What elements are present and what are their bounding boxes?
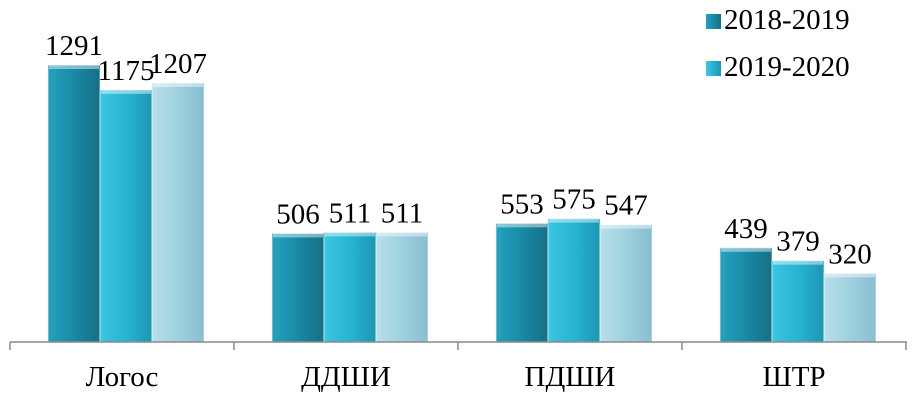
- data-label: 547: [604, 190, 648, 222]
- data-label: 553: [500, 188, 544, 220]
- legend: 2018-2019 2019-2020: [706, 4, 850, 83]
- bar-top-highlight: [153, 83, 203, 88]
- bar-top-highlight: [377, 232, 427, 237]
- data-label: 1291: [45, 30, 103, 62]
- bar: [47, 64, 101, 343]
- bar: [99, 89, 153, 343]
- data-label: 511: [329, 197, 371, 229]
- legend-swatch: [706, 14, 721, 29]
- category-label: Логос: [86, 361, 159, 393]
- bar-top-highlight: [601, 224, 651, 229]
- bar-top-highlight: [497, 223, 547, 228]
- data-label: 439: [724, 213, 768, 245]
- bar: [495, 222, 549, 343]
- bar: [151, 82, 205, 343]
- bar-top-highlight: [825, 273, 875, 278]
- bar: [271, 232, 325, 343]
- bar-top-highlight: [773, 260, 823, 265]
- bar-top-highlight: [549, 218, 599, 223]
- legend-label: 2019-2020: [724, 51, 850, 83]
- bar: [375, 231, 429, 343]
- legend-label: 2018-2019: [724, 4, 850, 36]
- bar: [823, 272, 877, 343]
- legend-swatch: [706, 61, 721, 76]
- bar: [719, 247, 773, 343]
- x-axis: Логос ДДШИ ПДШИ ШТР: [9, 341, 907, 393]
- data-label: 506: [276, 198, 320, 230]
- category-label: ДДШИ: [301, 361, 391, 393]
- bar-top-highlight: [273, 233, 323, 238]
- bar-top-highlight: [721, 247, 771, 252]
- data-label: 320: [828, 238, 872, 270]
- data-label: 1175: [98, 55, 155, 87]
- bar-top-highlight: [101, 89, 151, 94]
- bar: [547, 218, 601, 343]
- data-label: 575: [552, 184, 596, 216]
- data-label: 379: [776, 226, 820, 258]
- category-label: ШТР: [762, 361, 825, 393]
- bar: [599, 224, 653, 343]
- data-label: 1207: [149, 48, 207, 80]
- bar-top-highlight: [49, 65, 99, 69]
- data-label: 511: [381, 197, 423, 229]
- bar: [323, 231, 377, 343]
- category-label: ПДШИ: [525, 361, 616, 393]
- bar: [771, 260, 825, 343]
- bar-top-highlight: [325, 232, 375, 237]
